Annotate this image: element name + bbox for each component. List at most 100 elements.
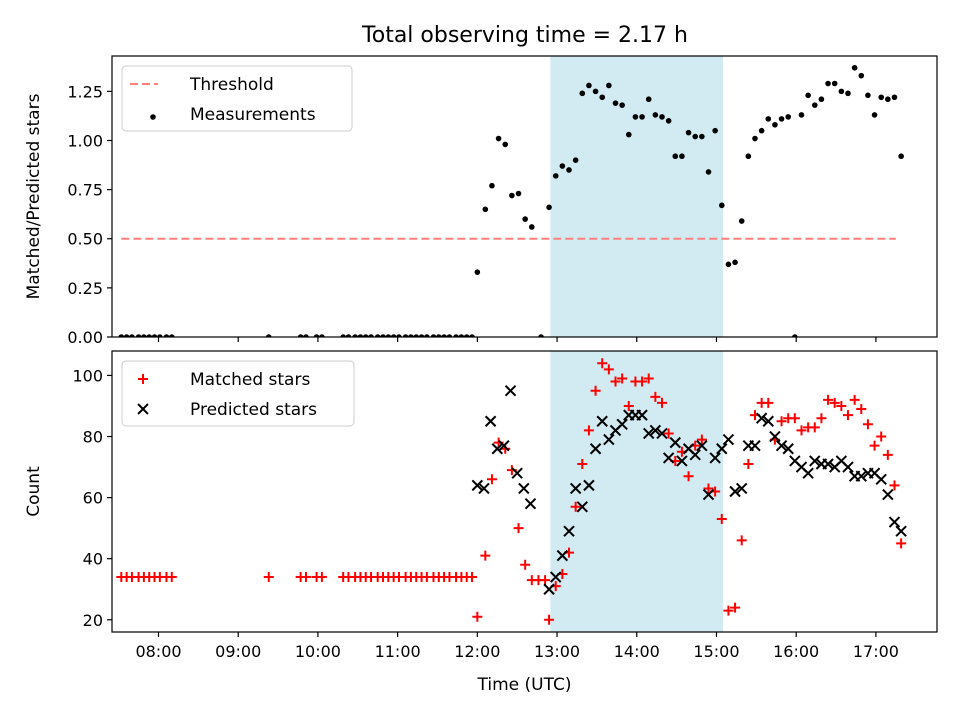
measurement-point xyxy=(619,102,625,108)
legend-predicted-swatch xyxy=(137,403,149,415)
measurement-point xyxy=(482,206,489,213)
highlight-span xyxy=(550,351,724,632)
measurement-point xyxy=(396,334,402,337)
measurement-point xyxy=(592,88,599,95)
measurement-point xyxy=(385,334,392,337)
matched-point xyxy=(486,474,497,485)
measurement-point xyxy=(118,334,125,337)
matched-point xyxy=(480,550,491,561)
predicted-point xyxy=(511,467,523,479)
matched-point xyxy=(650,391,661,402)
matched-point xyxy=(643,373,654,384)
matched-point xyxy=(623,400,634,411)
measurement-point xyxy=(297,334,304,337)
matched-point xyxy=(869,440,880,451)
matched-point xyxy=(590,385,601,396)
y-tick-label: 1.25 xyxy=(67,82,103,101)
y-tick-label: 0.75 xyxy=(67,181,103,200)
measurement-point xyxy=(606,82,612,89)
measurement-point xyxy=(319,334,325,337)
measurement-point xyxy=(368,334,374,337)
measurement-point xyxy=(572,157,579,163)
measurement-point xyxy=(699,133,705,140)
predicted-point xyxy=(882,488,894,501)
matched-point xyxy=(763,397,774,408)
measurement-point xyxy=(885,96,891,103)
matched-point xyxy=(789,413,800,424)
measurement-point xyxy=(785,114,792,120)
measurement-point xyxy=(825,80,831,87)
measurement-point xyxy=(745,153,752,160)
matched-point xyxy=(796,425,807,436)
predicted-point xyxy=(643,427,655,440)
measurement-point xyxy=(765,116,772,122)
predicted-point xyxy=(696,439,708,452)
x-tick-label: 16:00 xyxy=(773,642,819,661)
plot-frame xyxy=(111,350,938,633)
measurement-point xyxy=(265,334,272,337)
predicted-point xyxy=(782,443,794,455)
matched-point xyxy=(876,431,887,442)
matched-point xyxy=(583,425,594,436)
measurement-point xyxy=(453,334,459,337)
predicted-point xyxy=(504,384,517,397)
y-tick-label: 0.00 xyxy=(67,328,103,347)
measurement-point xyxy=(738,218,745,224)
measurement-point xyxy=(436,334,442,337)
legend: Matched stars Predicted stars xyxy=(121,360,355,427)
measurement-point xyxy=(712,127,718,134)
predicted-point xyxy=(895,525,907,537)
measurement-point xyxy=(402,334,409,337)
matched-point xyxy=(520,559,531,570)
matched-point xyxy=(597,358,608,369)
measurement-point xyxy=(135,334,142,337)
matched-point xyxy=(166,572,177,583)
matched-point xyxy=(882,449,893,460)
measurement-point xyxy=(374,334,381,337)
measurement-point xyxy=(495,135,502,142)
predicted-point xyxy=(603,433,615,446)
measurement-point xyxy=(146,334,152,337)
x-tick-label: 15:00 xyxy=(693,642,739,661)
matched-point xyxy=(513,523,524,534)
measurement-point xyxy=(430,334,437,337)
measurement-point xyxy=(123,334,130,337)
matched-point xyxy=(836,400,847,411)
matched-point xyxy=(472,611,483,622)
measurement-point xyxy=(151,334,158,337)
x-tick-label: 14:00 xyxy=(614,642,660,661)
measurement-point xyxy=(778,116,785,122)
predicted-point xyxy=(491,443,503,455)
matched-point xyxy=(316,572,327,583)
measurement-point xyxy=(659,114,665,120)
predicted-point xyxy=(518,482,530,495)
predicted-point xyxy=(842,461,854,473)
y-tick-label: 0.50 xyxy=(67,230,103,249)
measurement-point xyxy=(546,204,552,211)
matched-point xyxy=(540,575,551,586)
predicted-point xyxy=(616,418,628,431)
legend-matched-swatch xyxy=(138,374,148,384)
measurement-point xyxy=(313,334,320,337)
legend-box xyxy=(121,360,355,427)
plot-area xyxy=(118,64,904,337)
measurement-point xyxy=(458,334,465,337)
measurement-point xyxy=(851,64,858,71)
matched-point xyxy=(809,422,820,433)
measurement-point xyxy=(632,114,639,120)
predicted-point xyxy=(762,415,774,427)
measurement-point xyxy=(798,112,805,118)
matched-point xyxy=(577,459,588,470)
predicted-point xyxy=(649,424,662,437)
measurement-point xyxy=(878,94,885,101)
predicted-point xyxy=(855,470,867,482)
measurement-point xyxy=(579,90,586,97)
predicted-point xyxy=(709,452,721,464)
legend-measurements-swatch xyxy=(150,114,156,120)
measurement-point xyxy=(772,121,778,128)
legend-label: Measurements xyxy=(190,105,316,125)
measurement-point xyxy=(538,334,544,337)
measurement-point xyxy=(838,88,845,95)
legend: Threshold Measurements xyxy=(121,65,353,132)
measurement-point xyxy=(303,334,309,337)
